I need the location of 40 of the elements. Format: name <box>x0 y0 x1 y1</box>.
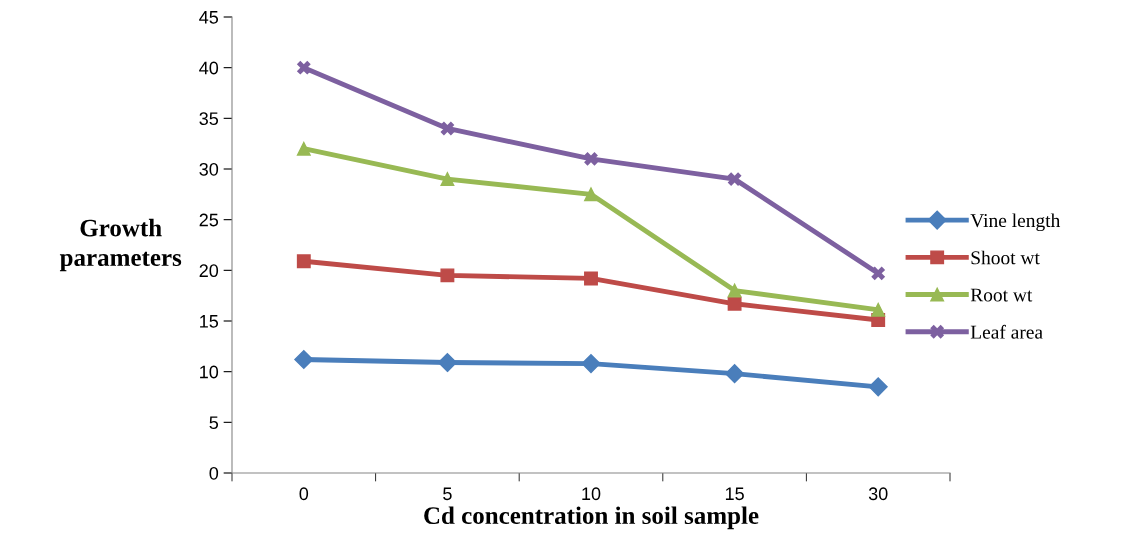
y-tick-label: 30 <box>199 162 219 176</box>
y-tick-label: 45 <box>199 11 219 24</box>
point <box>296 60 311 75</box>
point <box>296 254 311 269</box>
point <box>296 141 311 156</box>
y-tick-label: 25 <box>199 213 219 227</box>
x-tick-label: 10 <box>582 487 601 501</box>
y-axis-title: Growth parameters <box>59 218 182 272</box>
point <box>725 364 745 384</box>
point <box>871 302 886 317</box>
point <box>437 353 457 373</box>
point <box>584 271 598 286</box>
y-tick-label: 15 <box>200 315 219 328</box>
x-tick-label: 5 <box>443 487 452 501</box>
point <box>584 151 598 166</box>
point <box>727 172 742 187</box>
y-tick-label: 35 <box>199 112 219 126</box>
point <box>871 266 886 281</box>
legend-label: Leaf area <box>970 324 1043 339</box>
point <box>294 349 314 370</box>
point <box>440 121 455 136</box>
y-tick-label: 40 <box>199 61 219 75</box>
x-tick-label: 30 <box>868 487 888 501</box>
y-tick-label: 5 <box>209 416 219 430</box>
y-tick-label: 0 <box>209 466 219 480</box>
legend-label: Vine length <box>970 213 1061 232</box>
point <box>727 296 742 311</box>
legend-label: Shoot wt <box>971 250 1040 265</box>
point <box>440 268 455 283</box>
point <box>440 172 455 187</box>
y-tick-label: 10 <box>200 365 219 379</box>
point <box>868 377 888 397</box>
x-axis-title: Cd concentration in soil sample <box>424 506 759 530</box>
x-tick-label: 0 <box>299 487 309 501</box>
point <box>581 354 601 374</box>
point <box>584 187 598 202</box>
x-tick-label: 15 <box>725 487 744 501</box>
point <box>727 283 742 298</box>
legend-label: Root wt <box>970 288 1033 302</box>
y-tick-label: 20 <box>199 264 219 278</box>
